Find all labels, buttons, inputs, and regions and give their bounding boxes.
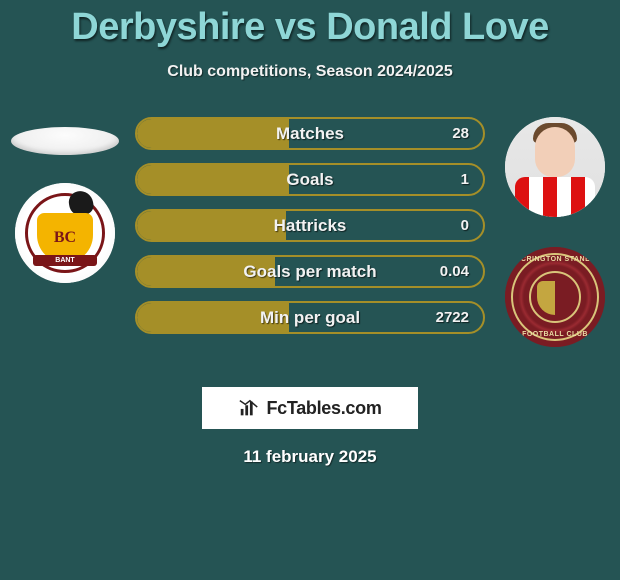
stat-label: Matches — [276, 124, 344, 144]
stat-bar-hattricks: Hattricks 0 — [135, 209, 485, 242]
stat-bar-goals-per-match: Goals per match 0.04 — [135, 255, 485, 288]
page-title: Derbyshire vs Donald Love — [0, 0, 620, 49]
right-player-column: ACCRINGTON STANLEY FOOTBALL CLUB — [490, 117, 620, 377]
badge-1-text: BC — [15, 229, 115, 247]
stat-value: 0.04 — [440, 263, 469, 280]
stat-label: Min per goal — [260, 308, 360, 328]
stat-value: 2722 — [436, 309, 469, 326]
branding-link[interactable]: FcTables.com — [202, 387, 418, 429]
stat-bar-matches: Matches 28 — [135, 117, 485, 150]
badge-1-band: BANT — [33, 255, 97, 266]
player-2-avatar — [505, 117, 605, 217]
stat-bar-min-per-goal: Min per goal 2722 — [135, 301, 485, 334]
branding-text: FcTables.com — [266, 398, 381, 419]
stat-bars: Matches 28 Goals 1 Hattricks 0 Goals per… — [135, 117, 485, 347]
stat-fill — [137, 119, 289, 148]
stat-value: 1 — [461, 171, 469, 188]
player-2-club-badge: ACCRINGTON STANLEY FOOTBALL CLUB — [505, 247, 605, 347]
badge-2-text-bottom: FOOTBALL CLUB — [505, 331, 605, 338]
date-label: 11 february 2025 — [0, 447, 620, 467]
comparison-panel: BC BANT Matches 28 Goals 1 Hattricks 0 G… — [0, 117, 620, 377]
subtitle: Club competitions, Season 2024/2025 — [0, 63, 620, 81]
bar-chart-icon — [238, 397, 260, 419]
badge-2-text-top: ACCRINGTON STANLEY — [505, 256, 605, 263]
stat-fill — [137, 211, 286, 240]
left-player-column: BC BANT — [0, 117, 130, 377]
stat-fill — [137, 165, 289, 194]
stat-label: Goals per match — [243, 262, 376, 282]
stat-value: 0 — [461, 217, 469, 234]
stat-label: Goals — [286, 170, 333, 190]
player-1-club-badge: BC BANT — [15, 183, 115, 283]
stat-label: Hattricks — [274, 216, 347, 236]
stat-value: 28 — [452, 125, 469, 142]
player-1-avatar — [11, 127, 119, 155]
stat-bar-goals: Goals 1 — [135, 163, 485, 196]
